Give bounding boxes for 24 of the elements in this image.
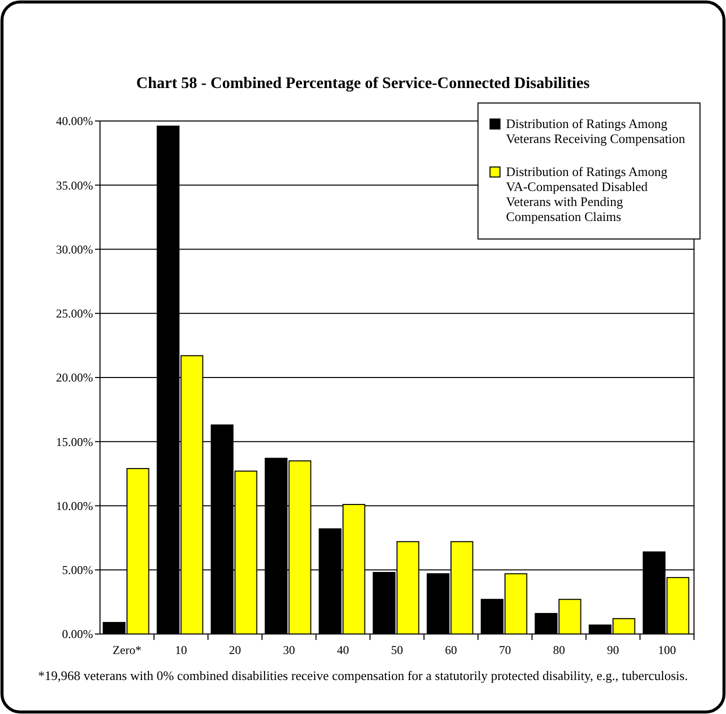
y-tick-label: 10.00% bbox=[56, 498, 93, 513]
x-tick-label: 90 bbox=[607, 643, 619, 657]
x-tick-label: 10 bbox=[175, 643, 187, 657]
x-tick-label: 60 bbox=[445, 643, 457, 657]
y-tick-label: 30.00% bbox=[56, 242, 93, 256]
x-tick-label: 30 bbox=[283, 643, 295, 657]
x-tick-label: 40 bbox=[337, 643, 349, 657]
x-tick-label: 20 bbox=[229, 643, 241, 657]
x-tick-label: 100 bbox=[658, 643, 676, 657]
x-tick-label: 80 bbox=[553, 643, 565, 657]
y-tick-label: 5.00% bbox=[62, 563, 93, 578]
text: *19,968 veterans with 0% combined disabilities receive compensation for a statutorily protected disability, e.g., tuberculosis. bbox=[38, 668, 688, 683]
legend-label: Distribution of Ratings Among Veterans Receiving Compensation bbox=[506, 116, 686, 146]
x-tick-label: 50 bbox=[391, 643, 403, 657]
y-tick-label: 35.00% bbox=[56, 178, 93, 192]
y-tick-label: 15.00% bbox=[56, 434, 93, 449]
y-tick-label: 25.00% bbox=[56, 306, 93, 321]
y-tick-label: 20.00% bbox=[56, 370, 93, 385]
chart-title: Chart 58 - Combined Percentage of Service-Connected Disabilities bbox=[136, 75, 590, 92]
legend-label: Distribution of Ratings Among VA-Compensated Disabled Veterans with Pending Compensation Claims bbox=[506, 164, 668, 224]
y-tick-label: 0.00% bbox=[62, 627, 93, 642]
x-tick-label: 70 bbox=[499, 643, 511, 657]
x-tick-label: Zero* bbox=[112, 643, 142, 657]
y-tick-label: 40.00% bbox=[56, 114, 93, 128]
